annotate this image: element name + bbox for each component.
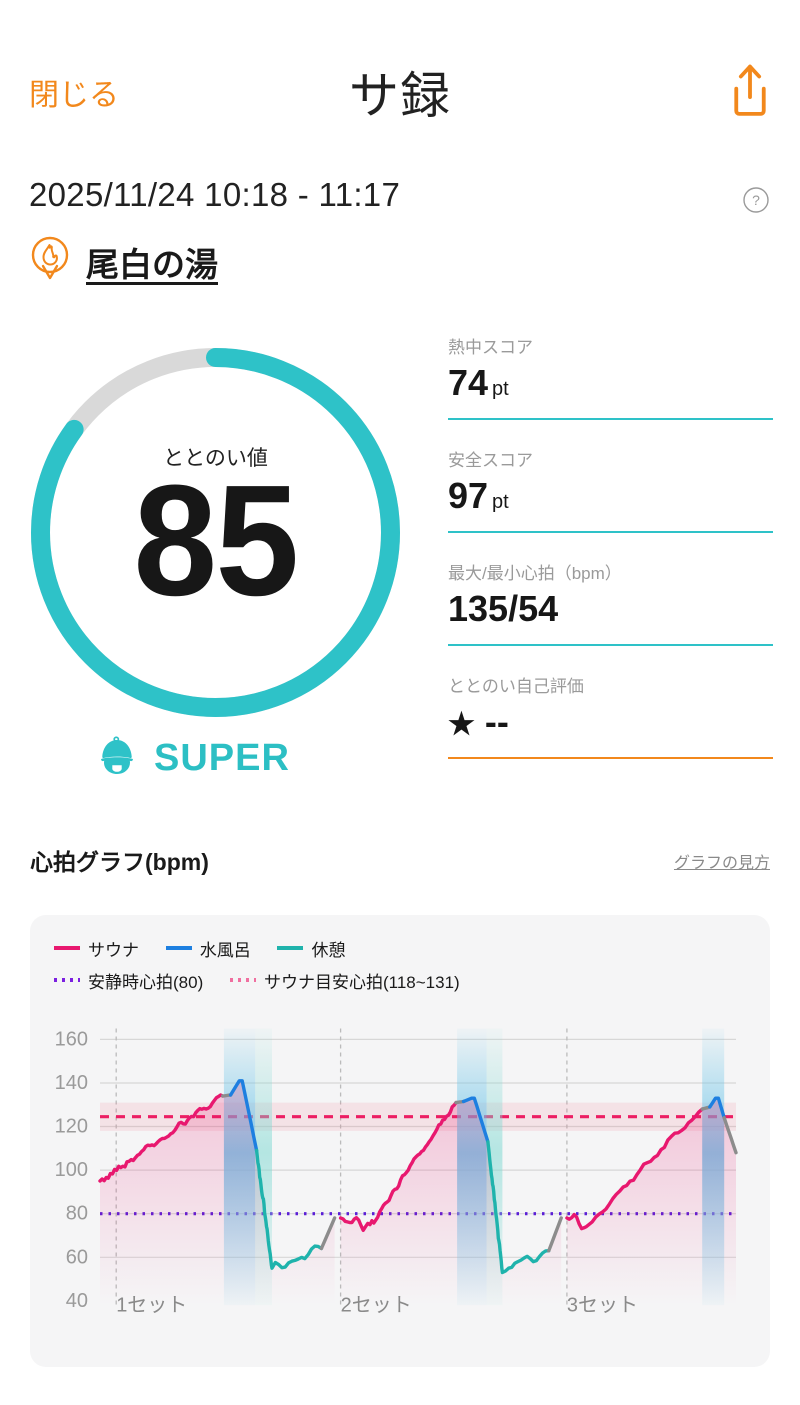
svg-text:100: 100 bbox=[55, 1159, 88, 1181]
svg-text:2セット: 2セット bbox=[341, 1295, 412, 1317]
svg-text:60: 60 bbox=[66, 1246, 88, 1268]
svg-text:80: 80 bbox=[66, 1203, 88, 1225]
svg-text:?: ? bbox=[752, 192, 760, 208]
svg-text:40: 40 bbox=[66, 1290, 88, 1312]
svg-text:3セット: 3セット bbox=[567, 1295, 638, 1317]
svg-text:120: 120 bbox=[55, 1116, 88, 1138]
svg-text:160: 160 bbox=[55, 1028, 88, 1050]
svg-text:1セット: 1セット bbox=[116, 1295, 187, 1317]
svg-text:140: 140 bbox=[55, 1072, 88, 1094]
